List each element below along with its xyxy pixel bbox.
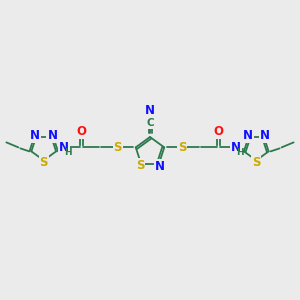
Text: N: N — [30, 129, 40, 142]
Text: O: O — [77, 125, 87, 138]
Text: C: C — [146, 118, 154, 128]
Text: N: N — [243, 129, 253, 142]
Text: H: H — [236, 148, 244, 157]
Text: N: N — [59, 141, 69, 154]
Text: H: H — [64, 148, 71, 157]
Text: S: S — [178, 141, 187, 154]
Text: S: S — [40, 156, 48, 169]
Text: N: N — [260, 129, 270, 142]
Text: N: N — [145, 104, 155, 118]
Text: N: N — [231, 141, 241, 154]
Text: S: S — [136, 159, 144, 172]
Text: N: N — [155, 160, 165, 172]
Text: N: N — [47, 129, 57, 142]
Text: O: O — [213, 125, 223, 138]
Text: S: S — [252, 156, 260, 169]
Text: S: S — [113, 141, 122, 154]
